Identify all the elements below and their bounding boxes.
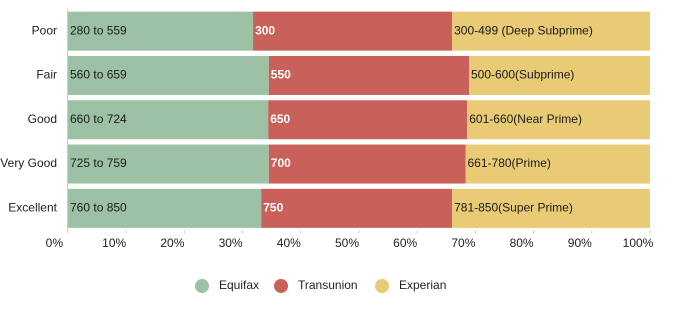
segment-label: 760 to 850 — [70, 201, 127, 215]
y-tick-label: Very Good — [0, 156, 57, 170]
bar-segment — [268, 100, 468, 140]
bar-segment — [68, 11, 254, 51]
bar-segment — [261, 188, 453, 228]
bar-segment — [253, 11, 453, 51]
segment-label: 661-780(Prime) — [468, 156, 551, 170]
x-tick-label: 20% — [160, 236, 184, 250]
legend-marker — [195, 279, 209, 293]
bar-segment — [467, 100, 650, 140]
legend-marker — [274, 279, 288, 293]
x-tick-label: 50% — [335, 236, 359, 250]
x-tick-label: 40% — [277, 236, 301, 250]
segment-label: 660 to 724 — [70, 112, 127, 126]
x-tick-label: 60% — [393, 236, 417, 250]
bar-segment — [68, 188, 262, 228]
x-tick-label: 90% — [568, 236, 592, 250]
segment-label: 300 — [255, 23, 275, 37]
segment-label: 750 — [263, 201, 283, 215]
y-tick-label: Excellent — [8, 201, 57, 215]
x-tick-label: 30% — [219, 236, 243, 250]
segment-label: 725 to 759 — [70, 156, 127, 170]
segment-label: 560 to 659 — [70, 68, 127, 82]
x-tick-label: 70% — [451, 236, 475, 250]
legend-label: Equifax — [219, 278, 259, 292]
legend-label: Transunion — [298, 278, 358, 292]
segment-label: 781-850(Super Prime) — [454, 201, 573, 215]
y-tick-label: Fair — [36, 68, 57, 82]
bar-segment — [452, 11, 650, 51]
y-tick-label: Good — [28, 112, 57, 126]
bar-segment — [68, 144, 269, 184]
segment-label: 650 — [270, 112, 290, 126]
segment-label: 550 — [271, 68, 291, 82]
segment-label: 280 to 559 — [70, 23, 127, 37]
bar-segment — [268, 55, 469, 95]
segment-label: 700 — [271, 156, 291, 170]
segment-label: 601-660(Near Prime) — [469, 112, 582, 126]
x-tick-label: 100% — [623, 236, 654, 250]
x-tick-label: 0% — [46, 236, 64, 250]
y-tick-label: Poor — [32, 23, 57, 37]
bar-segment — [268, 144, 466, 184]
segment-label: 300-499 (Deep Subprime) — [454, 23, 593, 37]
bar-segment — [465, 144, 650, 184]
legend-marker — [375, 279, 389, 293]
bar-segment — [452, 188, 650, 228]
legend-label: Experian — [399, 278, 446, 292]
segment-label: 500-600(Subprime) — [471, 68, 574, 82]
bar-segment — [68, 100, 269, 140]
x-tick-label: 10% — [102, 236, 126, 250]
bar-segment — [68, 55, 269, 95]
x-tick-label: 80% — [510, 236, 534, 250]
bar-segment — [468, 55, 650, 95]
